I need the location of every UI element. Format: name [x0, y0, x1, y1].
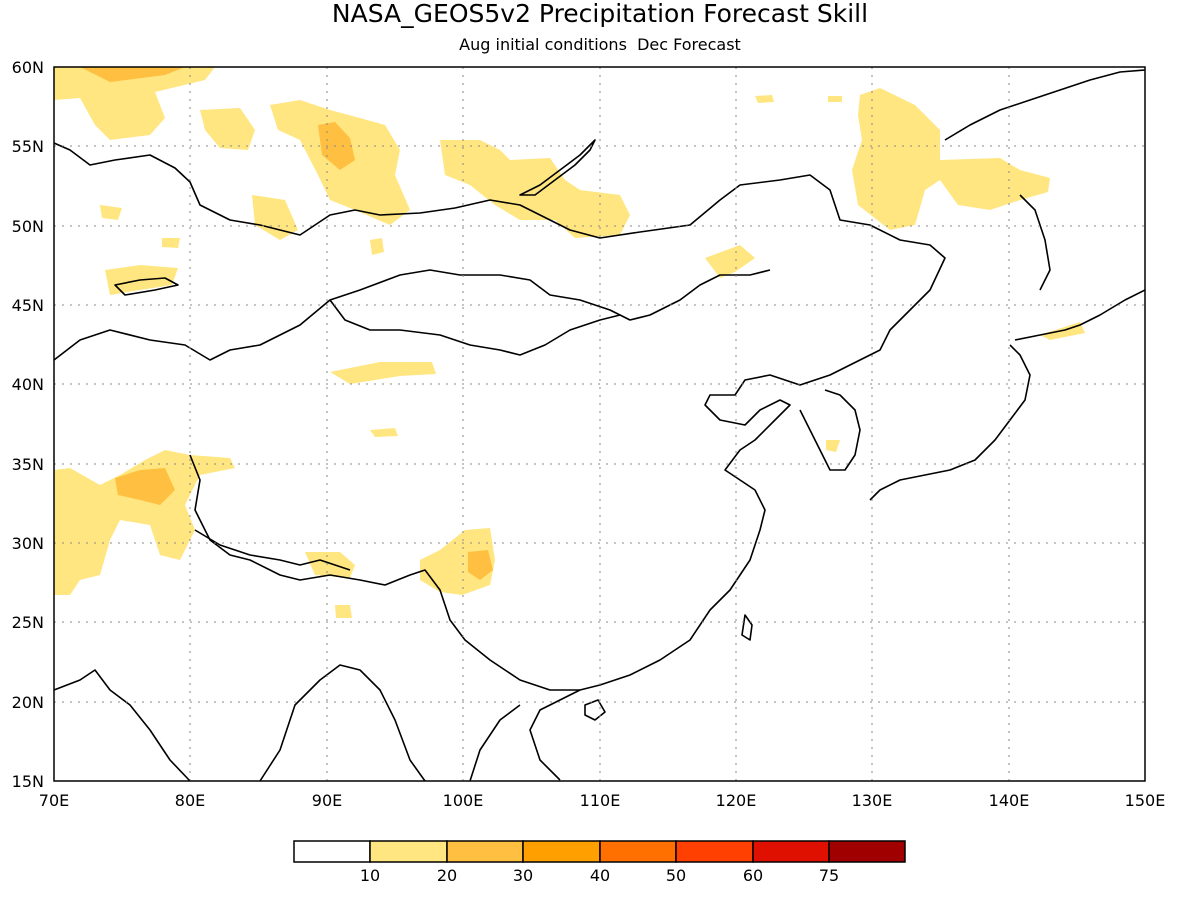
page-title: NASA_GEOS5v2 Precipitation Forecast Skil…: [332, 0, 868, 28]
shade-region-pakistan: [54, 450, 235, 595]
coastline-hokkaido: [1014, 289, 1146, 341]
lon-tick-label: 150E: [1125, 791, 1166, 810]
colorbar-swatch: [293, 840, 371, 863]
colorbar-label: 20: [437, 866, 457, 885]
colorbar: 10 20 30 40 50 60 75: [293, 840, 906, 885]
shade-region-nw-core: [80, 67, 185, 82]
colorbar-swatch: [675, 840, 754, 863]
coastline-kamchatka-sakhalin: [1019, 194, 1051, 291]
lon-tick-label: 80E: [175, 791, 205, 810]
lake-baikal: [519, 139, 596, 196]
lat-tick-label: 60N: [12, 58, 44, 77]
shade-region-far-east: [852, 88, 1050, 230]
shade-region-small-ne: [755, 95, 774, 103]
lat-tick-label: 55N: [12, 137, 44, 156]
lat-axis-labels: 15N 20N 25N 30N 35N 40N 45N 50N 55N 60N: [12, 58, 44, 791]
lon-tick-label: 130E: [852, 791, 893, 810]
border-himalaya: [194, 529, 351, 571]
shade-region-north-3: [252, 195, 298, 240]
lat-tick-label: 45N: [12, 296, 44, 315]
coastline-japan: [869, 344, 1031, 501]
map-area: [53, 66, 1146, 782]
shade-region-small-ne-2: [828, 96, 842, 102]
lat-tick-label: 20N: [12, 693, 44, 712]
lake-balkhash: [114, 277, 179, 296]
lon-tick-label: 90E: [312, 791, 342, 810]
shade-region-kashmir-core: [115, 468, 175, 505]
coastline-asia-north: [53, 142, 946, 781]
shade-region-north-2-core: [318, 122, 355, 170]
page-subtitle: Aug initial conditions Dec Forecast: [459, 35, 741, 54]
lon-axis-labels: 70E 80E 90E 100E 110E 120E 130E 140E 150…: [39, 791, 1166, 810]
shade-region-small-mongolia: [370, 238, 384, 255]
shade-region-tarim: [330, 362, 436, 384]
coastline-indochina: [469, 704, 521, 782]
border-mongolia: [329, 299, 621, 356]
shade-region-nw: [54, 67, 215, 140]
colorbar-label: 75: [819, 866, 839, 885]
colorbar-label: 10: [360, 866, 380, 885]
colorbar-swatch: [369, 840, 448, 863]
border-china-south: [189, 454, 580, 691]
skill-shading: [54, 67, 1085, 618]
shade-region-korea: [826, 440, 840, 452]
coastlines: [53, 69, 1146, 782]
lat-tick-label: 50N: [12, 217, 44, 236]
coastline-bengal: [259, 664, 426, 782]
lat-tick-label: 30N: [12, 534, 44, 553]
colorbar-label: 50: [666, 866, 686, 885]
shade-region-manchuria: [705, 245, 755, 278]
colorbar-label: 30: [513, 866, 533, 885]
shade-region-baikal: [440, 140, 630, 238]
shade-region-small-tibet: [370, 428, 398, 437]
lat-tick-label: 15N: [12, 772, 44, 791]
lat-tick-label: 25N: [12, 613, 44, 632]
shade-region-west-small: [100, 205, 122, 220]
colorbar-swatch: [599, 840, 677, 863]
coastline-taiwan: [741, 614, 753, 641]
shade-region-assam: [335, 605, 352, 618]
colorbar-label: 40: [590, 866, 610, 885]
shade-region-sichuan: [420, 528, 495, 595]
lon-tick-label: 110E: [580, 791, 621, 810]
shade-region-west-small-2: [162, 238, 180, 248]
colorbar-label: 60: [743, 866, 763, 885]
lon-tick-label: 120E: [716, 791, 757, 810]
lat-tick-label: 35N: [12, 455, 44, 474]
coastline-india: [53, 669, 191, 782]
colorbar-swatch: [522, 840, 601, 863]
colorbar-swatch: [446, 840, 524, 863]
colorbar-swatch: [752, 840, 830, 863]
coastline-korea: [799, 389, 861, 471]
shade-region-sichuan-core: [468, 550, 493, 580]
lon-tick-label: 100E: [443, 791, 484, 810]
lon-tick-label: 140E: [989, 791, 1030, 810]
gridlines: [54, 67, 1145, 781]
coastline-okhotsk: [944, 69, 1146, 141]
border-kazakh: [53, 269, 771, 361]
colorbar-swatch: [828, 840, 906, 863]
map-frame: [53, 66, 1146, 782]
shade-region-north-1: [200, 108, 255, 150]
shade-region-nepal: [305, 552, 355, 578]
lon-tick-label: 70E: [39, 791, 69, 810]
lat-tick-label: 40N: [12, 375, 44, 394]
